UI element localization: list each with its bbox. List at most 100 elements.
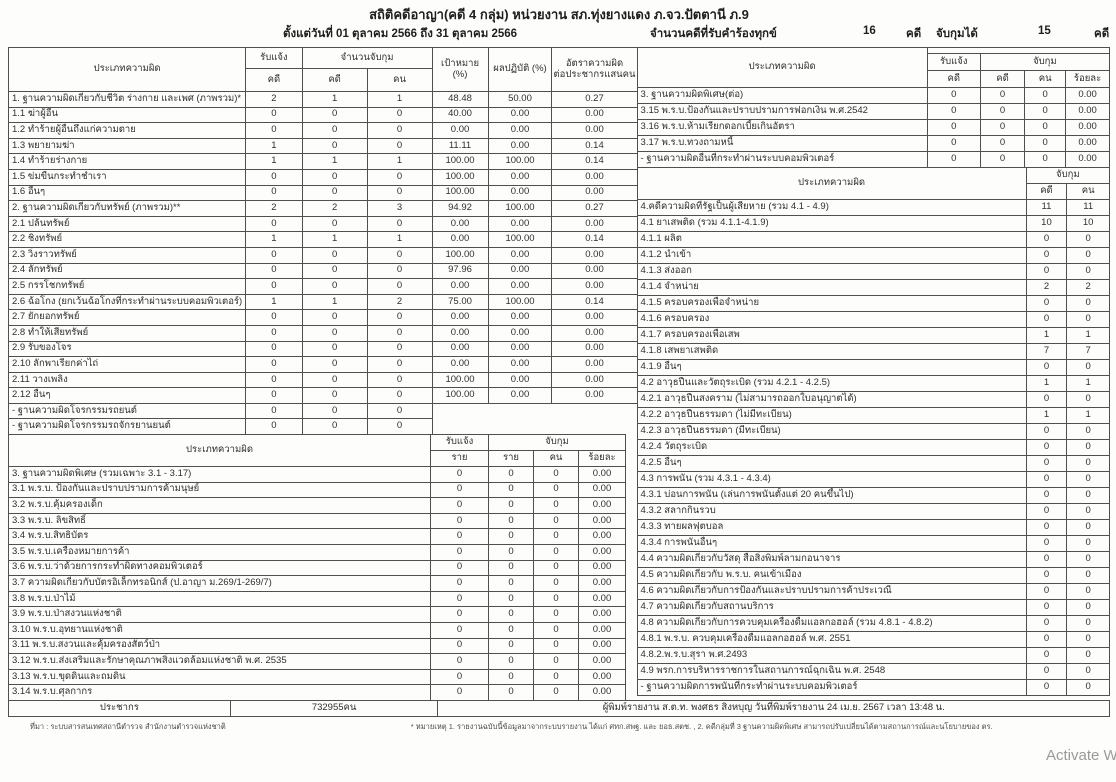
offense-label: 4.5 ความผิดเกี่ยวกับ พ.ร.บ. คนเข้าเมือง [636, 567, 1027, 584]
offense-label: 3.13 พ.ร.บ.ขุดดินและถมดิน [8, 668, 431, 686]
value-cell: 0 [245, 168, 303, 186]
offense-label: 4.1.7 ครอบครองเพื่อเสพ [636, 327, 1027, 344]
value-cell: 0.00 [551, 215, 638, 233]
value-cell: 0 [366, 278, 433, 295]
value-cell: 40.00 [431, 106, 489, 124]
population-label: ประชากร [8, 699, 231, 717]
value-cell: 0 [1066, 599, 1110, 616]
print-info: ผู้พิมพ์รายงาน ส.ต.ท. พงศธร สิงหบุญ วันท… [437, 699, 1110, 717]
value-cell: 0.14 [551, 137, 638, 155]
value-cell: 0 [301, 106, 368, 124]
value-cell: 0.00 [551, 278, 638, 295]
table-row: 2.10 ลักพาเรียกค่าไถ่ 0 0 0 0.00 0.00 0.00 [7, 356, 638, 373]
value-cell: 0 [979, 119, 1026, 136]
value-cell: 2 [245, 91, 303, 108]
offense-label: 1.4 ทำร้ายร่างกาย [7, 153, 247, 170]
table-row: 4.2.3 อาวุธปืนธรรมดา (มีทะเบียน) 0 0 [636, 423, 1110, 440]
offense-label: 4.1.1 ผลิต [636, 231, 1027, 248]
value-cell: 48.48 [431, 91, 489, 108]
value-cell: 0 [1025, 599, 1068, 616]
table-row: 4.2.1 อาวุธปืนสงคราม (ไม่สามารถออกใบอนุญ… [636, 391, 1110, 408]
value-cell: 100.00 [431, 184, 489, 202]
value-cell: 0 [245, 371, 303, 389]
value-cell: 0 [430, 528, 489, 546]
offense-label: 4.2 อาวุธปืนและวัตถุระเบิด (รวม 4.2.1 - … [636, 375, 1027, 392]
value-cell: 0 [366, 215, 433, 233]
report-subheader: ตั้งแต่วันที่ 01 ตุลาคม 2566 ถึง 31 ตุลา… [8, 21, 1110, 47]
table-row: 3.14 พ.ร.บ.ศุลกากร 0 0 0 0.00 [8, 684, 626, 701]
value-cell: 0 [366, 168, 433, 186]
table-row: 4.7 ความผิดเกี่ยวกับสถานบริการ 0 0 [636, 599, 1110, 616]
table-row: 4.9 พรก.การบริหารราชการในสถานการณ์ฉุกเฉิ… [636, 663, 1110, 680]
offense-label: 3.15 พ.ร.บ.ป้องกันและปราบปรามการฟอกเงิน … [636, 103, 928, 120]
offense-label: 4.3 การพนัน (รวม 4.3.1 - 4.3.4) [636, 471, 1027, 488]
offense-label: - ฐานความผิดอื่นที่กระทำผ่านระบบคอมพิวเต… [636, 151, 928, 168]
table-row: 3.9 พ.ร.บ.ป่าสงวนแห่งชาติ 0 0 0 0.00 [8, 606, 626, 623]
value-cell: 0 [1025, 679, 1068, 696]
value-cell: 0.00 [487, 262, 553, 280]
value-cell: 2 [1025, 279, 1068, 296]
table-row: 4.4 ความผิดเกี่ยวกับวัสดุ สื่อสิ่งพิมพ์ล… [636, 551, 1110, 568]
col-arrest-cases: คดี [1025, 183, 1068, 200]
value-cell: 0.00 [431, 340, 489, 358]
value-cell: 3 [366, 200, 433, 217]
value-cell: 0.00 [578, 544, 626, 561]
complaints-unit: คดี [906, 28, 922, 40]
offense-label: 3. ฐานความผิดพิเศษ (รวมเฉพาะ 3.1 - 3.17) [8, 466, 431, 483]
value-cell: 0 [430, 481, 489, 499]
value-cell: 0.00 [551, 168, 638, 186]
value-cell: 0 [366, 122, 433, 139]
value-cell: 100.00 [487, 153, 553, 170]
value-cell: 1 [301, 91, 368, 108]
value-cell: 0 [1066, 231, 1110, 248]
offense-label: 3.1 พ.ร.บ. ป้องกันและปราบปรามการค้ามนุษย… [8, 481, 431, 499]
value-cell: 0.00 [431, 324, 489, 342]
table-row: 2.7 ยักยอกทรัพย์ 0 0 0 0.00 0.00 0.00 [7, 309, 638, 326]
table-row: 1.2 ทำร้ายผู้อื่นถึงแก่ความตาย 0 0 0 0.00 0.0… [7, 122, 638, 139]
offense-label: 4.8 ความผิดเกี่ยวกับการควบคุมเครื่องดื่ม… [636, 615, 1027, 632]
offense-label: 2.10 ลักพาเรียกค่าไถ่ [7, 356, 247, 373]
offense-label: 4.1.6 ครอบครอง [636, 311, 1027, 328]
value-cell: 100.00 [431, 246, 489, 264]
table-row: 3.5 พ.ร.บ.เครื่องหมายการค้า 0 0 0 0.00 [8, 544, 626, 561]
value-cell: 0 [366, 106, 433, 124]
value-cell: 0 [301, 246, 368, 264]
value-cell: 0.00 [578, 512, 626, 530]
value-cell: 0 [1066, 567, 1110, 584]
value-cell: 0 [301, 371, 368, 389]
offense-label: 4.1.4 จำหน่าย [636, 279, 1027, 296]
value-cell: 1 [1025, 327, 1068, 344]
table-row: 4.1.7 ครอบครองเพื่อเสพ 1 1 [636, 327, 1110, 344]
target-unit: (%) [452, 68, 468, 80]
table-row: 4.1.3 ส่งออก 0 0 [636, 263, 1110, 280]
offense-label: 4.คดีความผิดที่รัฐเป็นผู้เสียหาย (รวม 4.… [636, 199, 1027, 216]
value-cell: 1 [366, 153, 433, 170]
value-cell: 100.00 [431, 387, 489, 404]
value-cell: 0.14 [551, 293, 638, 311]
value-cell: 0 [245, 356, 303, 373]
value-cell: 0 [533, 668, 579, 686]
table-row: 3.15 พ.ร.บ.ป้องกันและปราบปรามการฟอกเงิน … [636, 103, 1110, 120]
offense-label: 3.2 พ.ร.บ.คุ้มครองเด็ก [8, 497, 431, 514]
offense-label: 3.9 พ.ร.บ.ป่าสงวนแห่งชาติ [8, 606, 431, 623]
value-cell: 0 [1025, 535, 1068, 552]
table-row: - ฐานความผิดโจรกรรมรถจักรยานยนต์ 0 0 0 [7, 418, 638, 436]
offense-label: 4.8.1 พ.ร.บ. ควบคุมเครื่องดื่มแอลกอฮอล์ … [636, 631, 1027, 648]
col-rate: อัตราความผิด ต่อประชากรแสนคน [551, 47, 638, 92]
value-cell: 2 [366, 293, 433, 311]
offense-label: 2.8 ทำให้เสียทรัพย์ [7, 324, 247, 342]
value-cell: 0 [301, 184, 368, 202]
value-cell: 0.00 [487, 122, 553, 139]
value-cell: 0 [1025, 311, 1068, 328]
offense-label: 4.9 พรก.การบริหารราชการในสถานการณ์ฉุกเฉิ… [636, 663, 1027, 680]
offense-label: 1.2 ทำร้ายผู้อื่นถึงแก่ความตาย [7, 122, 247, 139]
table-row: 2.8 ทำให้เสียทรัพย์ 0 0 0 0.00 0.00 0.00 [7, 324, 638, 342]
table-groups-1-2: ประเภทความผิด รับแจ้ง จำนวนจับกุม เป้าหม… [7, 47, 638, 436]
value-cell: 1 [245, 231, 303, 248]
table-row: 3.7 ความผิดเกี่ยวกับบัตรอิเล็กทรอนิกส์ (… [8, 575, 626, 592]
value-cell: 0 [1025, 231, 1068, 248]
value-cell: 0.00 [431, 278, 489, 295]
value-cell: 100.00 [487, 293, 553, 311]
value-cell: 0 [301, 356, 368, 373]
value-cell: 0 [488, 559, 534, 577]
